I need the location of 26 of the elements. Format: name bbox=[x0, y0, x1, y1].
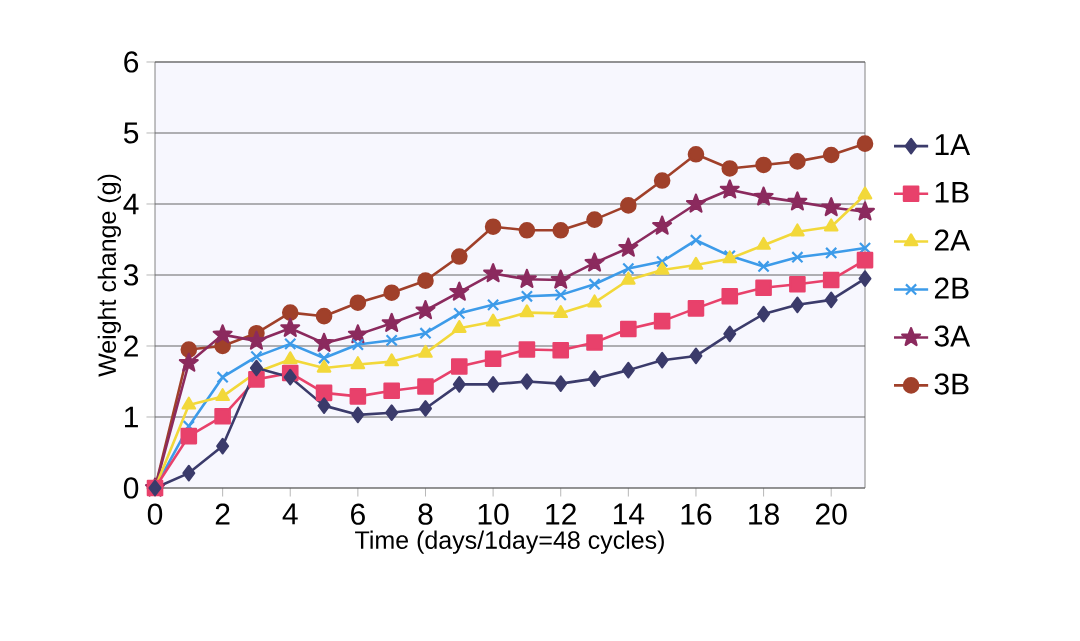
x-tick-label: 6 bbox=[351, 503, 365, 525]
x-tick-label: 0 bbox=[147, 503, 163, 525]
x-tick-label: 10 bbox=[478, 503, 509, 525]
legend-label: 2A bbox=[934, 229, 971, 251]
x-tick-label: 12 bbox=[546, 503, 576, 525]
x-tick-label: 16 bbox=[681, 503, 712, 525]
legend-label: 3A bbox=[934, 325, 971, 347]
y-tick-label: 3 bbox=[123, 264, 139, 286]
y-tick-label: 4 bbox=[123, 193, 139, 215]
y-tick-label: 2 bbox=[124, 335, 138, 357]
y-axis-title: Weight change (g) bbox=[97, 174, 121, 377]
y-tick-label: 6 bbox=[124, 51, 139, 73]
legend-label: 1B bbox=[935, 181, 969, 203]
legend-label: 1A bbox=[935, 134, 971, 155]
x-tick-label: 20 bbox=[816, 503, 847, 525]
x-tick-label: 18 bbox=[749, 503, 779, 525]
y-tick-label: 1 bbox=[125, 406, 138, 428]
x-axis-title: Time (days/1day=48 cycles) bbox=[355, 530, 664, 554]
legend-label: 3B bbox=[934, 373, 969, 395]
x-tick-label: 2 bbox=[215, 503, 230, 525]
y-tick-label: 0 bbox=[123, 477, 139, 499]
x-tick-label: 14 bbox=[613, 503, 645, 525]
x-tick-label: 4 bbox=[282, 503, 298, 525]
x-tick-label: 8 bbox=[418, 503, 433, 525]
legend-label: 2B bbox=[934, 277, 969, 299]
y-tick-label: 5 bbox=[123, 122, 139, 144]
